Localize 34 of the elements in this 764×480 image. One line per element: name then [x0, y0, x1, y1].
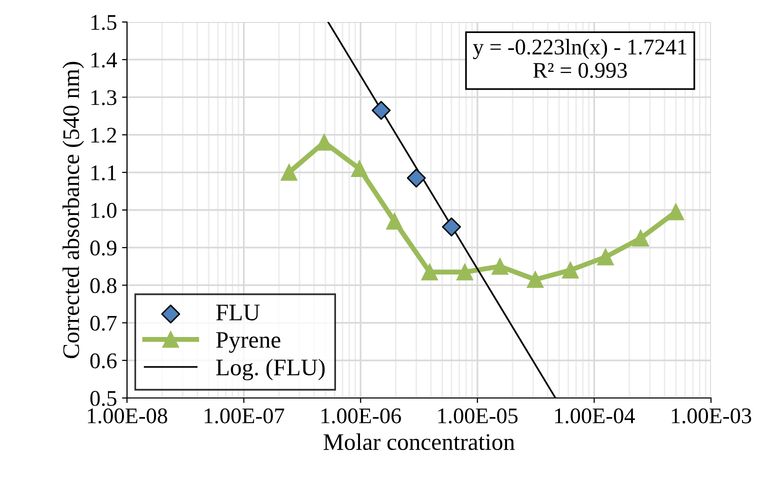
y-tick-label: 1.4	[91, 52, 117, 68]
annotation: y = -0.223ln(x) - 1.7241 R² = 0.993	[472, 38, 686, 78]
legend-label: Log. (FLU)	[216, 358, 325, 380]
x-tick-label: 1.00E-08	[88, 408, 168, 424]
x-tick-label: 1.00E-04	[555, 408, 635, 424]
point	[351, 160, 368, 177]
legend-label: Pyrene	[216, 332, 280, 353]
x-axis-title: Molar concentration	[324, 433, 515, 450]
point	[280, 164, 298, 181]
point	[421, 264, 438, 280]
point	[526, 271, 544, 288]
y-axis-title: Corrected absorbance (540 nm)	[62, 62, 84, 358]
point	[668, 204, 684, 220]
point	[632, 230, 650, 247]
x-tick-label: 1.00E-07	[204, 408, 284, 424]
y-tick-label: 0.7	[90, 316, 117, 331]
y-tick-label: 0.9	[90, 240, 116, 256]
point	[456, 264, 474, 280]
point	[386, 212, 403, 230]
y-tick-label: 0.5	[90, 390, 116, 406]
x-tick-label: 1.00E-06	[322, 408, 401, 424]
point	[597, 248, 614, 266]
y-tick-label: 1.5	[91, 15, 116, 30]
legend-label: FLU	[216, 304, 260, 320]
y-tick-label: 0.8	[90, 278, 116, 294]
point	[562, 262, 579, 278]
y-tick-label: 0.6	[90, 353, 117, 368]
x-tick-label: 1.00E-05	[438, 408, 518, 424]
point	[492, 258, 508, 275]
y-tick-label: 1.0	[91, 202, 116, 218]
y-tick-label: 1.3	[91, 90, 116, 106]
y-tick-label: 1.2	[91, 128, 116, 143]
y-tick-label: 1.1	[91, 165, 116, 180]
x-tick-label: 1.00E-03	[672, 408, 752, 424]
